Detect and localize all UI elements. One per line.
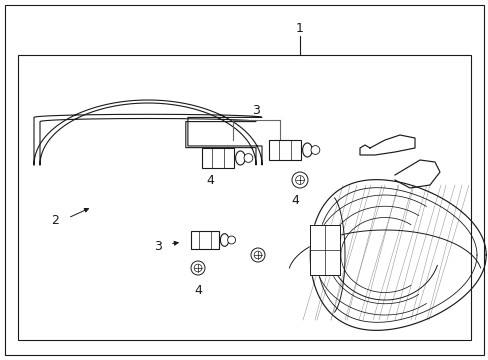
Text: 4: 4 xyxy=(290,194,298,207)
Text: 1: 1 xyxy=(295,22,304,35)
Bar xyxy=(268,140,301,160)
Ellipse shape xyxy=(235,151,244,165)
Circle shape xyxy=(244,154,252,162)
Text: 3: 3 xyxy=(251,104,260,117)
Text: 3: 3 xyxy=(154,239,162,252)
Bar xyxy=(202,148,234,168)
Circle shape xyxy=(291,172,307,188)
Circle shape xyxy=(227,236,235,244)
Ellipse shape xyxy=(302,143,311,157)
Text: 4: 4 xyxy=(194,284,202,297)
Text: 4: 4 xyxy=(205,174,214,186)
Text: 2: 2 xyxy=(51,213,59,226)
Circle shape xyxy=(310,145,319,154)
Ellipse shape xyxy=(220,234,228,246)
Circle shape xyxy=(250,248,264,262)
Bar xyxy=(191,231,219,249)
Circle shape xyxy=(191,261,204,275)
Polygon shape xyxy=(309,225,339,275)
